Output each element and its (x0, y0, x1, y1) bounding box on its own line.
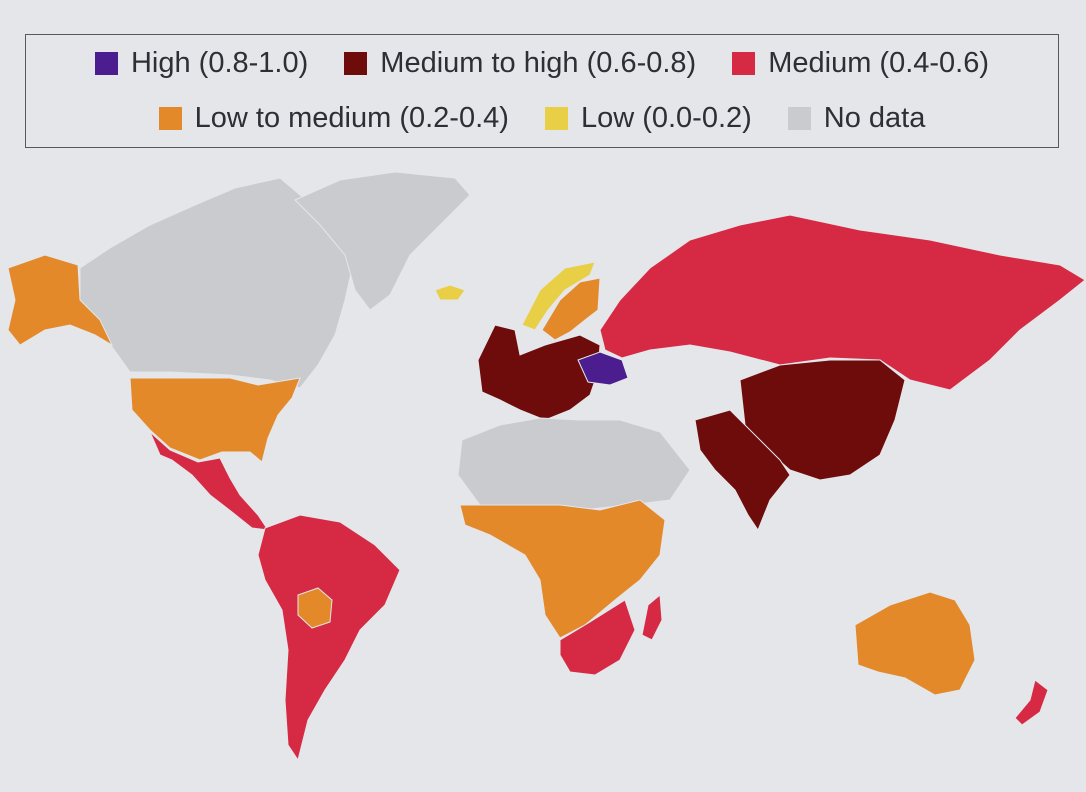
region-canada (79, 177, 356, 389)
region-south-america (257, 514, 401, 762)
region-australia (854, 591, 976, 696)
legend-item-no-data: No data (787, 101, 926, 135)
legend-swatch (732, 51, 756, 75)
region-usa (129, 377, 301, 463)
legend-item-low-to-medium: Low to medium (0.2-0.4) (158, 101, 509, 135)
legend-label: Medium (0.4-0.6) (768, 46, 990, 79)
region-southern-africa (559, 599, 636, 676)
world-map (7, 171, 1086, 762)
legend-swatch (344, 51, 368, 75)
legend-label: Medium to high (0.6-0.8) (380, 46, 697, 79)
map-legend: High (0.8-1.0) Medium to high (0.6-0.8) … (25, 34, 1059, 148)
region-india (694, 409, 791, 532)
region-north-africa (457, 417, 691, 511)
region-ukraine (577, 351, 629, 386)
legend-item-high: High (0.8-1.0) (94, 46, 309, 80)
region-russia (599, 214, 1086, 391)
legend-label: Low to medium (0.2-0.4) (194, 101, 509, 134)
legend-row: Low to medium (0.2-0.4) Low (0.0-0.2) No… (26, 100, 1058, 136)
legend-item-low: Low (0.0-0.2) (544, 101, 752, 135)
legend-label: Low (0.0-0.2) (580, 101, 752, 134)
region-alaska (7, 254, 114, 347)
legend-item-medium: Medium (0.4-0.6) (732, 47, 989, 80)
region-new-zealand (1014, 679, 1049, 726)
legend-swatch (94, 51, 118, 75)
region-bolivia (297, 587, 333, 629)
region-western-europe (477, 324, 601, 421)
region-norway (521, 261, 596, 331)
region-sweden (541, 277, 601, 341)
legend-swatch (544, 106, 568, 130)
legend-row: High (0.8-1.0) Medium to high (0.6-0.8) … (26, 45, 1058, 81)
legend-label: High (0.8-1.0) (130, 46, 309, 79)
region-iceland (434, 284, 466, 301)
legend-swatch (158, 106, 182, 130)
legend-label: No data (823, 101, 926, 134)
region-madagascar (641, 593, 663, 641)
region-greenland (294, 171, 471, 311)
legend-item-medium-to-high: Medium to high (0.6-0.8) (344, 47, 696, 80)
region-central-africa (459, 499, 666, 639)
legend-swatch (787, 106, 811, 130)
